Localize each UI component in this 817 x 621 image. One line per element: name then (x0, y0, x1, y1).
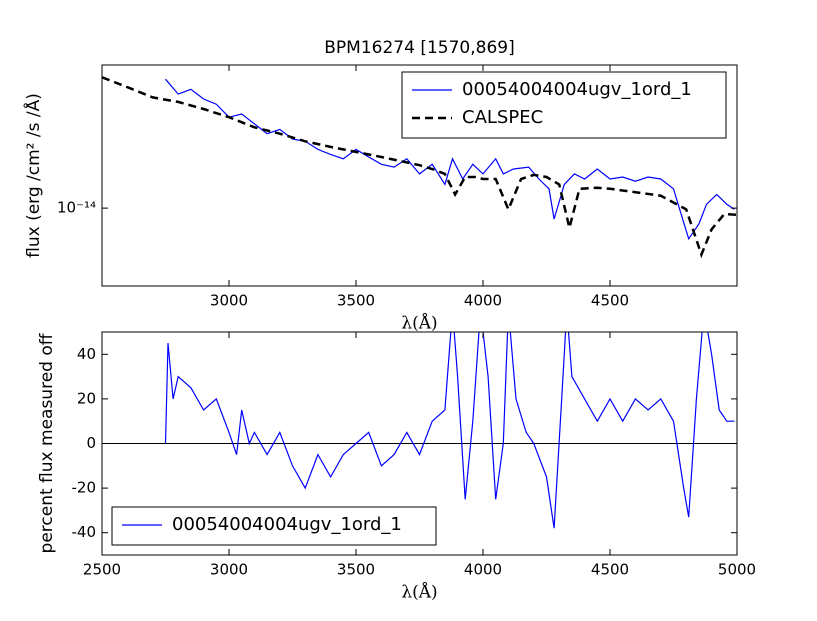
x-tick-label: 4500 (591, 292, 629, 310)
x-tick-label: 3000 (210, 292, 248, 310)
x-tick-label: 3500 (337, 292, 375, 310)
x-axis-label: λ(Å) (401, 313, 437, 334)
x-tick-label: 5000 (718, 561, 756, 579)
data-line (164, 332, 735, 529)
plot-area (102, 332, 737, 529)
x-tick-label: 2500 (83, 561, 121, 579)
y-tick-label: -40 (72, 523, 97, 541)
legend-label: 00054004004ugv_1ord_1 (462, 79, 692, 100)
y-tick-label: 40 (77, 345, 96, 363)
legend-label: 00054004004ugv_1ord_1 (172, 514, 402, 535)
axes-frame (101, 64, 738, 287)
x-tick-label: 3000 (210, 561, 248, 579)
y-axis-label: percent flux measured off (37, 332, 57, 553)
data-line (102, 76, 737, 259)
x-tick-label: 4500 (591, 561, 629, 579)
chart-title: BPM16274 [1570,869] (324, 38, 514, 58)
x-tick-label: 3500 (337, 561, 375, 579)
y-tick-label: 0 (86, 434, 96, 452)
legend-label: CALSPEC (462, 107, 543, 128)
y-axis-label: flux (erg /cm² /s /Å) (22, 93, 44, 258)
data-line (165, 78, 735, 241)
legend-box (401, 71, 727, 139)
plot-area (102, 76, 737, 259)
y-tick-label: 20 (77, 389, 96, 407)
legend-box (111, 506, 437, 546)
x-tick-label: 4000 (464, 292, 502, 310)
y-tick-label: -20 (72, 479, 97, 497)
y-tick-label: 10⁻¹⁴ (57, 199, 96, 217)
x-tick-label: 4000 (464, 561, 502, 579)
x-axis-label: λ(Å) (401, 582, 437, 603)
